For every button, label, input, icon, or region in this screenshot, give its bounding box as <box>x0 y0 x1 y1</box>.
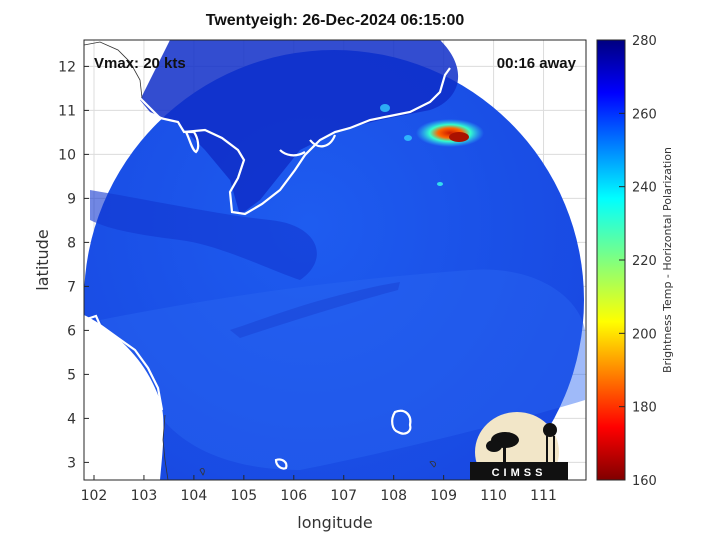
y-tick-label: 12 <box>58 59 76 75</box>
y-tick-label: 11 <box>58 103 76 119</box>
y-tick-label: 6 <box>67 323 76 339</box>
y-tick-label: 7 <box>67 279 76 295</box>
small-cell <box>437 182 443 186</box>
plot-frame <box>83 39 587 481</box>
x-tick-label: 105 <box>230 488 257 504</box>
map-title: Twentyeigh: 26-Dec-2024 06:15:00 <box>205 12 465 29</box>
x-tick-label: 104 <box>181 488 208 504</box>
coastlines <box>84 67 451 470</box>
warm-region <box>100 269 585 470</box>
y-tick-label: 10 <box>58 147 76 163</box>
northern-landmass-signal <box>140 40 459 215</box>
vmax-annotation: Vmax: 20 kts <box>94 55 186 72</box>
left-coast-land <box>84 315 164 480</box>
x-tick-label: 102 <box>81 488 108 504</box>
time-away-annotation: 00:16 away <box>497 55 577 72</box>
y-tick-label: 9 <box>67 191 76 207</box>
x-tick-label: 103 <box>131 488 158 504</box>
x-tick-label: 107 <box>330 488 357 504</box>
colorbar-tick-label: 160 <box>632 474 657 489</box>
cold-streak <box>230 282 400 338</box>
outer-coastlines <box>84 41 437 480</box>
colorbar-ticks: 280 260 240 220 200 180 160 <box>619 34 657 489</box>
cimss-logo: CIMSS <box>470 412 568 480</box>
y-axis-label: latitude <box>33 229 52 290</box>
y-tick-label: 5 <box>67 367 76 383</box>
x-tick-label: 106 <box>280 488 307 504</box>
y-tick-label: 4 <box>67 411 76 427</box>
x-axis-ticks: 102 103 104 105 106 107 108 109 110 111 <box>81 475 557 504</box>
x-tick-label: 108 <box>380 488 407 504</box>
x-tick-label: 110 <box>480 488 507 504</box>
convective-hotspot <box>416 119 484 147</box>
colorbar-tick-label: 220 <box>632 254 657 269</box>
x-tick-label: 111 <box>530 488 557 504</box>
y-tick-label: 3 <box>67 455 76 471</box>
small-cell <box>380 104 390 112</box>
logo-text: CIMSS <box>492 467 547 479</box>
colorbar-tick-label: 260 <box>632 107 657 122</box>
colorbar-tick-label: 240 <box>632 181 657 196</box>
y-axis-ticks: 12 11 10 9 8 7 6 5 4 3 <box>58 59 89 471</box>
small-cell <box>404 135 412 141</box>
colorbar-tick-label: 280 <box>632 34 657 49</box>
x-axis-label: longitude <box>297 513 372 532</box>
cold-band <box>90 190 317 280</box>
microwave-swath <box>84 50 584 480</box>
x-tick-label: 109 <box>430 488 457 504</box>
convective-core <box>449 132 469 142</box>
colorbar-label: Brightness Temp - Horizontal Polarizatio… <box>661 147 674 373</box>
colorbar-tick-label: 200 <box>632 327 657 342</box>
y-tick-label: 8 <box>67 235 76 251</box>
colorbar-tick-label: 180 <box>632 401 657 416</box>
